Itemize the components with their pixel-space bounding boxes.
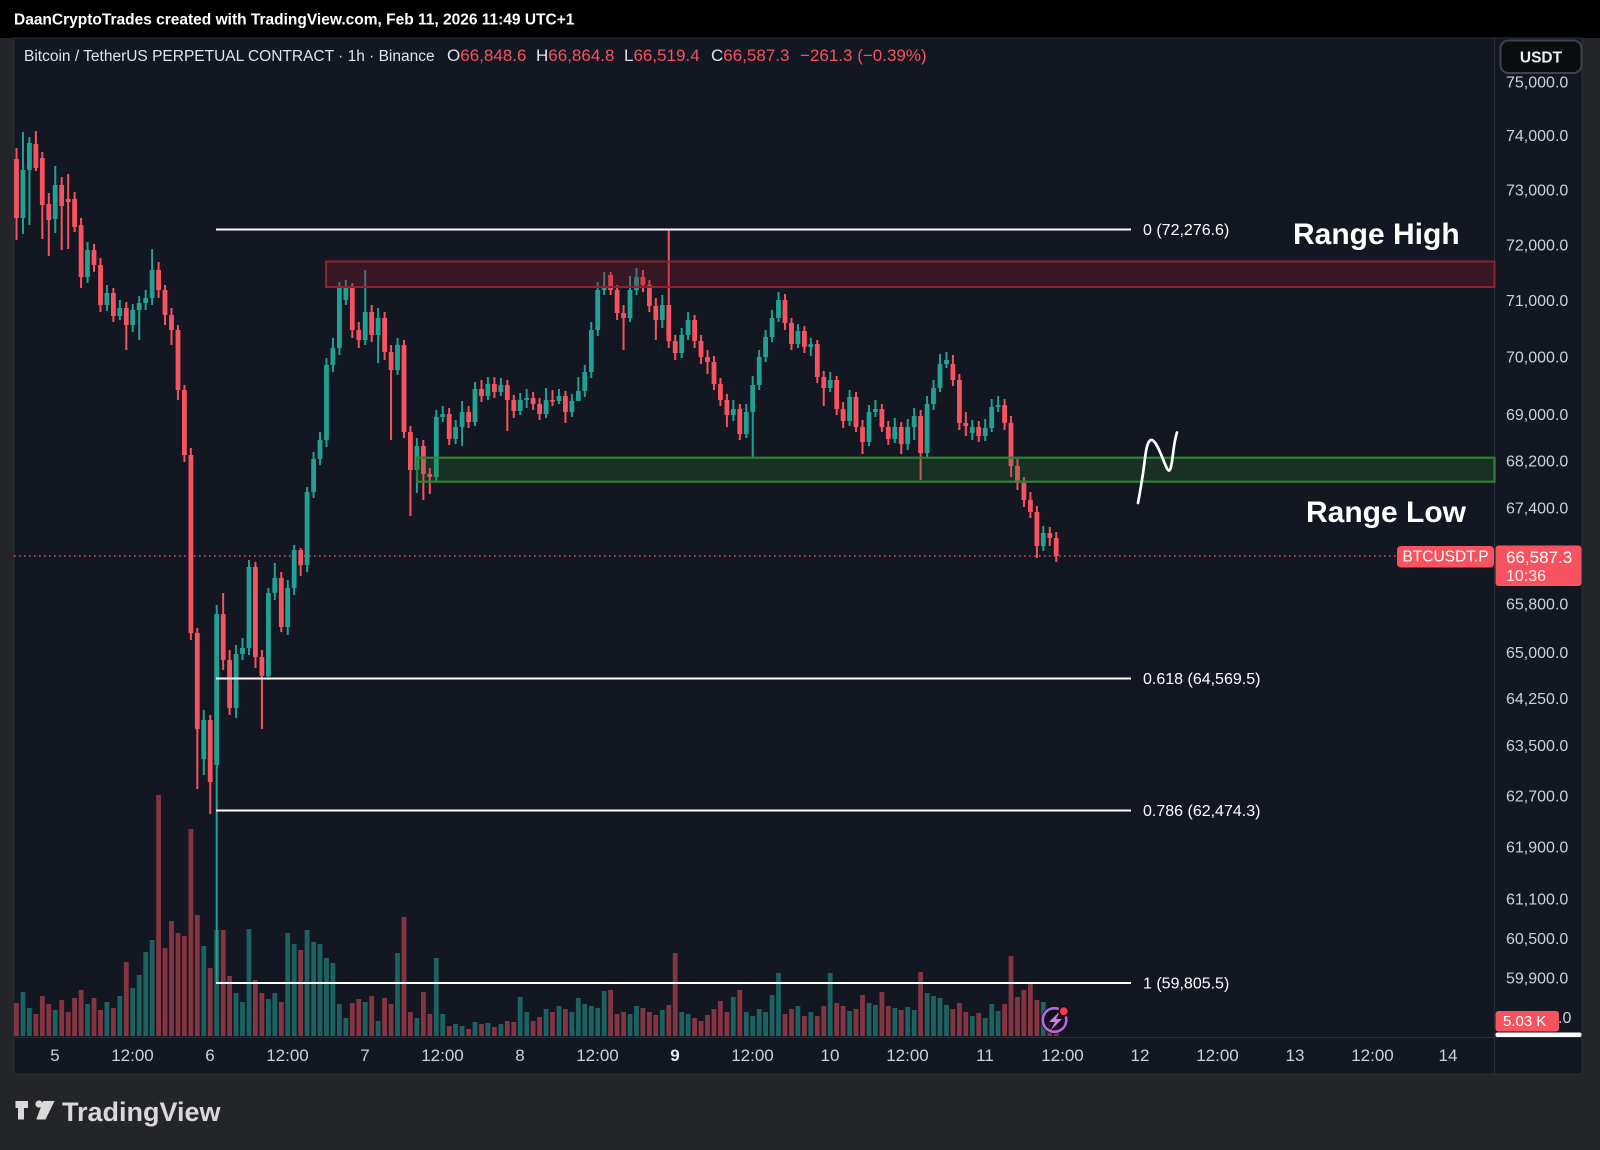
svg-text:71,000.0: 71,000.0: [1506, 293, 1568, 310]
svg-text:5: 5: [50, 1046, 59, 1065]
svg-text:14: 14: [1439, 1046, 1458, 1065]
svg-text:Range Low: Range Low: [1306, 496, 1467, 529]
svg-text:0 (72,276.6): 0 (72,276.6): [1143, 222, 1229, 239]
svg-text:10:36: 10:36: [1506, 568, 1546, 585]
svg-text:USDT: USDT: [1520, 50, 1563, 67]
svg-text:12:00: 12:00: [886, 1046, 929, 1065]
svg-text:68,200.0: 68,200.0: [1506, 454, 1568, 471]
svg-text:12:00: 12:00: [1041, 1046, 1084, 1065]
svg-text:12:00: 12:00: [576, 1046, 619, 1065]
svg-text:1 (59,805.5): 1 (59,805.5): [1143, 976, 1229, 993]
svg-text:70,000.0: 70,000.0: [1506, 350, 1568, 367]
svg-text:65,000.0: 65,000.0: [1506, 645, 1568, 662]
svg-text:74,000.0: 74,000.0: [1506, 128, 1568, 145]
svg-text:BTCUSDT.P: BTCUSDT.P: [1402, 549, 1488, 566]
svg-text:12:00: 12:00: [1351, 1046, 1394, 1065]
svg-text:Bitcoin / TetherUS PERPETUAL C: Bitcoin / TetherUS PERPETUAL CONTRACT · …: [24, 48, 435, 65]
svg-text:12:00: 12:00: [421, 1046, 464, 1065]
svg-text:0.618 (64,569.5): 0.618 (64,569.5): [1143, 671, 1260, 688]
svg-text:TradingView: TradingView: [62, 1097, 222, 1127]
svg-text:12:00: 12:00: [1196, 1046, 1239, 1065]
svg-text:12:00: 12:00: [266, 1046, 309, 1065]
svg-text:12:00: 12:00: [111, 1046, 154, 1065]
svg-text:66,587.3: 66,587.3: [1506, 548, 1572, 567]
svg-text:61,100.0: 61,100.0: [1506, 892, 1568, 909]
svg-text:61,900.0: 61,900.0: [1506, 840, 1568, 857]
svg-text:6: 6: [205, 1046, 214, 1065]
svg-text:73,000.0: 73,000.0: [1506, 183, 1568, 200]
svg-text:O66,848.6: O66,848.6: [447, 46, 526, 65]
svg-text:C66,587.3: C66,587.3: [711, 46, 789, 65]
svg-text:75,000.0: 75,000.0: [1506, 75, 1568, 92]
svg-text:L66,519.4: L66,519.4: [624, 46, 700, 65]
svg-text:.0: .0: [1558, 1010, 1571, 1027]
svg-text:H66,864.8: H66,864.8: [536, 46, 614, 65]
svg-text:5.03 K: 5.03 K: [1503, 1013, 1546, 1030]
svg-text:13: 13: [1286, 1046, 1305, 1065]
svg-text:72,000.0: 72,000.0: [1506, 238, 1568, 255]
svg-text:64,250.0: 64,250.0: [1506, 691, 1568, 708]
svg-text:11: 11: [976, 1046, 994, 1065]
svg-text:59,900.0: 59,900.0: [1506, 971, 1568, 988]
svg-text:Range High: Range High: [1293, 218, 1460, 251]
svg-text:9: 9: [670, 1046, 679, 1065]
svg-text:0.786 (62,474.3): 0.786 (62,474.3): [1143, 803, 1260, 820]
svg-text:69,000.0: 69,000.0: [1506, 407, 1568, 424]
svg-text:8: 8: [515, 1046, 524, 1065]
svg-text:60,500.0: 60,500.0: [1506, 931, 1568, 948]
svg-text:DaanCryptoTrades created with: DaanCryptoTrades created with TradingVie…: [14, 12, 575, 29]
svg-text:62,700.0: 62,700.0: [1506, 789, 1568, 806]
svg-text:−261.3 (−0.39%): −261.3 (−0.39%): [800, 46, 927, 65]
svg-text:7: 7: [360, 1046, 369, 1065]
svg-text:65,800.0: 65,800.0: [1506, 597, 1568, 614]
svg-text:12: 12: [1131, 1046, 1150, 1065]
svg-text:67,400.0: 67,400.0: [1506, 501, 1568, 518]
svg-text:10: 10: [821, 1046, 840, 1065]
svg-text:12:00: 12:00: [731, 1046, 774, 1065]
svg-text:63,500.0: 63,500.0: [1506, 738, 1568, 755]
